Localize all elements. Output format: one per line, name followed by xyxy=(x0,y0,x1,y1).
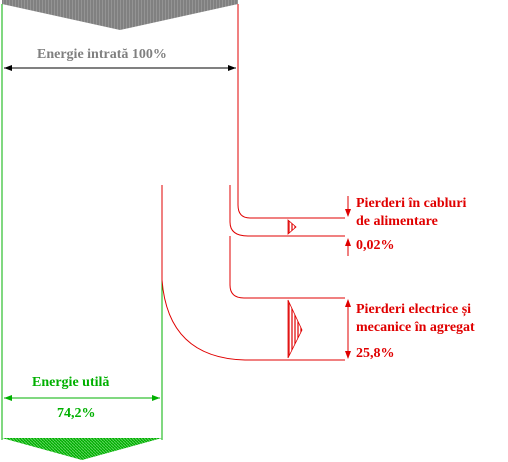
output-label: Energie utilă xyxy=(32,375,110,390)
input-arrow-head xyxy=(2,0,238,30)
loss-aggregate-band-inner xyxy=(161,185,345,361)
loss-cables-band-inner xyxy=(229,185,345,237)
loss-aggregate-band-outer xyxy=(229,236,345,299)
output-value: 74,2% xyxy=(57,406,96,421)
loss-aggregate-arrow xyxy=(287,299,303,359)
input-label: Energie intrată 100% xyxy=(37,47,167,62)
loss-cables-arrow xyxy=(287,219,297,235)
output-arrow-head xyxy=(2,438,162,460)
loss-aggregate-value: 25,8% xyxy=(356,346,395,361)
loss-aggregate-label-line1: Pierderi electrice și xyxy=(356,302,472,317)
loss-cables-label-line2: de alimentare xyxy=(356,214,438,229)
loss-aggregate-label-line2: mecanice în agregat xyxy=(356,320,475,335)
loss-cables-band-outer xyxy=(237,204,345,219)
loss-cables-value: 0,02% xyxy=(356,238,395,253)
loss-cables-label-line1: Pierderi în cabluri xyxy=(356,196,467,211)
